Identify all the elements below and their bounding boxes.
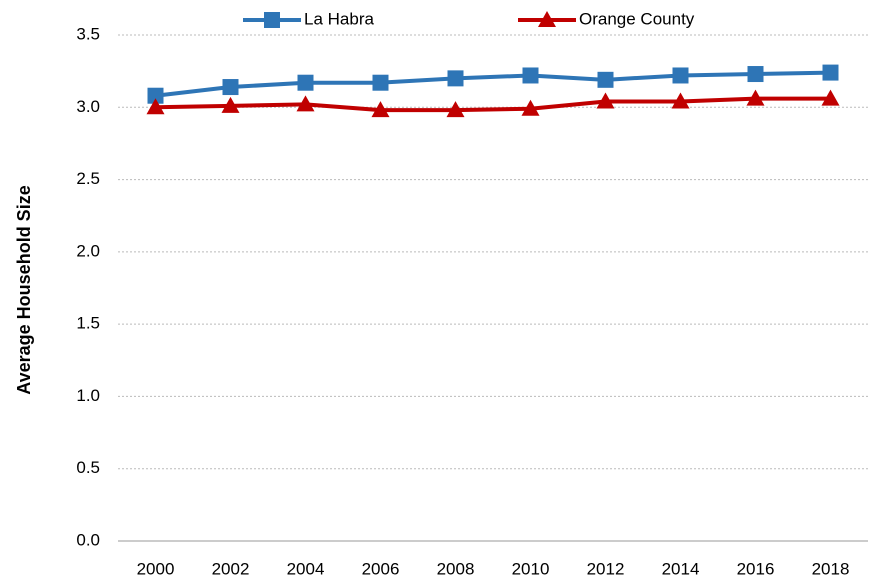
y-tick-label: 1.5 — [76, 314, 100, 333]
x-tick-label: 2006 — [362, 559, 400, 578]
y-tick-label: 2.5 — [76, 169, 100, 188]
marker — [222, 79, 239, 96]
x-tick-label: 2014 — [662, 559, 700, 578]
x-tick-label: 2000 — [137, 559, 175, 578]
marker — [264, 12, 280, 28]
marker — [372, 74, 389, 91]
y-tick-label: 2.0 — [76, 241, 100, 260]
legend-label: La Habra — [304, 9, 374, 28]
series-line — [155, 96, 831, 113]
series-line — [155, 70, 831, 98]
marker — [538, 11, 556, 27]
x-tick-label: 2018 — [812, 559, 850, 578]
x-tick-label: 2004 — [287, 559, 325, 578]
legend-label: Orange County — [579, 9, 695, 28]
marker — [672, 67, 689, 84]
marker — [521, 99, 540, 116]
marker — [522, 67, 539, 84]
x-tick-label: 2012 — [587, 559, 625, 578]
marker — [221, 96, 240, 113]
y-axis-title: Average Household Size — [14, 185, 34, 394]
marker — [822, 64, 839, 81]
marker — [821, 89, 840, 106]
x-tick-label: 2010 — [512, 559, 550, 578]
marker — [747, 66, 764, 83]
y-tick-label: 0.5 — [76, 458, 100, 477]
marker — [297, 74, 314, 91]
x-tick-label: 2002 — [212, 559, 250, 578]
y-tick-label: 1.0 — [76, 386, 100, 405]
y-tick-label: 3.5 — [76, 24, 100, 43]
marker — [746, 89, 765, 106]
marker — [597, 71, 614, 88]
marker — [146, 98, 165, 115]
marker — [371, 101, 390, 118]
marker — [296, 95, 315, 112]
marker — [447, 70, 464, 87]
marker — [147, 87, 164, 104]
y-tick-label: 3.0 — [76, 97, 100, 116]
x-tick-label: 2008 — [437, 559, 475, 578]
marker — [671, 92, 690, 109]
x-tick-label: 2016 — [737, 559, 775, 578]
y-tick-label: 0.0 — [76, 530, 100, 549]
marker — [446, 101, 465, 118]
marker — [596, 92, 615, 109]
